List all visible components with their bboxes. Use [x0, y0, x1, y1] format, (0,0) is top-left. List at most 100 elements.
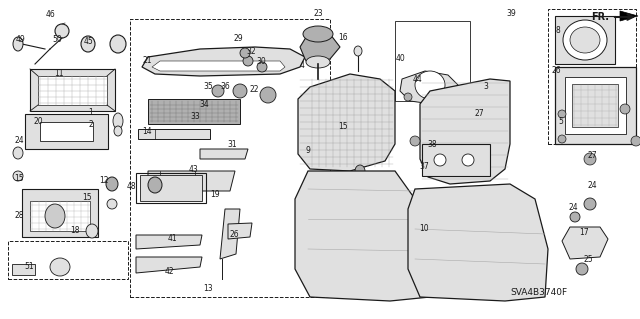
Text: FR.: FR.	[591, 12, 609, 22]
Polygon shape	[420, 79, 510, 184]
Ellipse shape	[584, 153, 596, 165]
Text: 19: 19	[210, 190, 220, 199]
Ellipse shape	[13, 37, 23, 51]
Text: 9: 9	[306, 146, 311, 155]
Text: 21: 21	[142, 56, 152, 65]
Polygon shape	[30, 201, 90, 231]
Ellipse shape	[631, 136, 640, 146]
Polygon shape	[300, 34, 340, 64]
Text: 13: 13	[204, 284, 213, 293]
Text: 28: 28	[14, 211, 24, 220]
Text: 2: 2	[88, 120, 93, 129]
Ellipse shape	[570, 27, 600, 53]
Ellipse shape	[354, 46, 362, 56]
Polygon shape	[408, 184, 548, 301]
Bar	[555, 16, 615, 64]
Ellipse shape	[584, 198, 596, 210]
Ellipse shape	[45, 204, 65, 228]
Ellipse shape	[415, 71, 445, 99]
Ellipse shape	[303, 26, 333, 42]
Ellipse shape	[446, 93, 454, 101]
Ellipse shape	[13, 171, 23, 181]
Text: 41: 41	[168, 234, 177, 243]
Ellipse shape	[257, 62, 267, 72]
Polygon shape	[40, 122, 93, 141]
Polygon shape	[136, 235, 202, 249]
Text: 1: 1	[88, 108, 93, 117]
Ellipse shape	[434, 154, 446, 166]
Text: 15: 15	[14, 174, 24, 183]
Text: 38: 38	[428, 140, 437, 149]
Ellipse shape	[55, 24, 69, 38]
Ellipse shape	[355, 165, 365, 177]
Text: 25: 25	[584, 255, 593, 263]
Ellipse shape	[570, 212, 580, 222]
Text: 42: 42	[165, 267, 175, 276]
Text: 37: 37	[419, 162, 429, 171]
Text: 18: 18	[70, 226, 80, 235]
Text: 20: 20	[33, 117, 43, 126]
Text: 30: 30	[256, 57, 266, 66]
Ellipse shape	[404, 93, 412, 101]
Ellipse shape	[106, 177, 118, 191]
Text: 3: 3	[483, 82, 488, 91]
Ellipse shape	[620, 104, 630, 114]
Ellipse shape	[114, 126, 122, 136]
Polygon shape	[148, 171, 235, 191]
Text: 16: 16	[338, 33, 348, 42]
Polygon shape	[228, 223, 252, 239]
Polygon shape	[30, 69, 115, 111]
Bar	[548, 9, 636, 144]
Text: 8: 8	[556, 26, 560, 35]
Polygon shape	[298, 74, 395, 171]
Text: 45: 45	[83, 37, 93, 46]
Text: 17: 17	[579, 228, 589, 237]
Text: 33: 33	[191, 112, 200, 121]
Polygon shape	[200, 149, 248, 159]
Polygon shape	[138, 129, 210, 139]
Polygon shape	[12, 264, 35, 275]
Text: 31: 31	[227, 140, 237, 149]
Polygon shape	[220, 209, 240, 259]
Text: 27: 27	[475, 109, 484, 118]
Text: 24: 24	[568, 204, 578, 212]
Text: 34: 34	[200, 100, 209, 109]
Text: 29: 29	[234, 34, 243, 43]
Polygon shape	[148, 99, 240, 124]
Polygon shape	[25, 114, 108, 149]
Ellipse shape	[81, 36, 95, 52]
Text: 4: 4	[300, 61, 305, 70]
Ellipse shape	[50, 258, 70, 276]
Ellipse shape	[113, 113, 123, 129]
Polygon shape	[22, 189, 98, 237]
Text: 27: 27	[588, 151, 597, 160]
Text: 23: 23	[314, 9, 323, 18]
Ellipse shape	[86, 224, 98, 238]
Text: 15: 15	[82, 193, 92, 202]
Bar	[130, 19, 330, 297]
Text: 35: 35	[204, 82, 213, 91]
Bar	[422, 144, 490, 176]
Ellipse shape	[260, 87, 276, 103]
Text: 15: 15	[338, 122, 348, 131]
Ellipse shape	[148, 177, 162, 193]
Text: 22: 22	[250, 85, 259, 94]
Ellipse shape	[462, 154, 474, 166]
Text: 50: 50	[52, 35, 62, 44]
Bar	[136, 173, 206, 203]
Text: 32: 32	[246, 47, 256, 56]
Ellipse shape	[13, 147, 23, 159]
Polygon shape	[555, 67, 636, 144]
Text: 44: 44	[413, 75, 422, 84]
Text: 49: 49	[16, 35, 26, 44]
Ellipse shape	[233, 84, 247, 98]
Polygon shape	[565, 77, 626, 134]
Ellipse shape	[558, 135, 566, 143]
Polygon shape	[295, 171, 430, 301]
Ellipse shape	[107, 199, 117, 209]
Polygon shape	[620, 11, 638, 21]
Text: 5: 5	[558, 117, 563, 126]
Ellipse shape	[306, 56, 330, 68]
Ellipse shape	[563, 20, 607, 60]
Text: 24: 24	[14, 137, 24, 145]
